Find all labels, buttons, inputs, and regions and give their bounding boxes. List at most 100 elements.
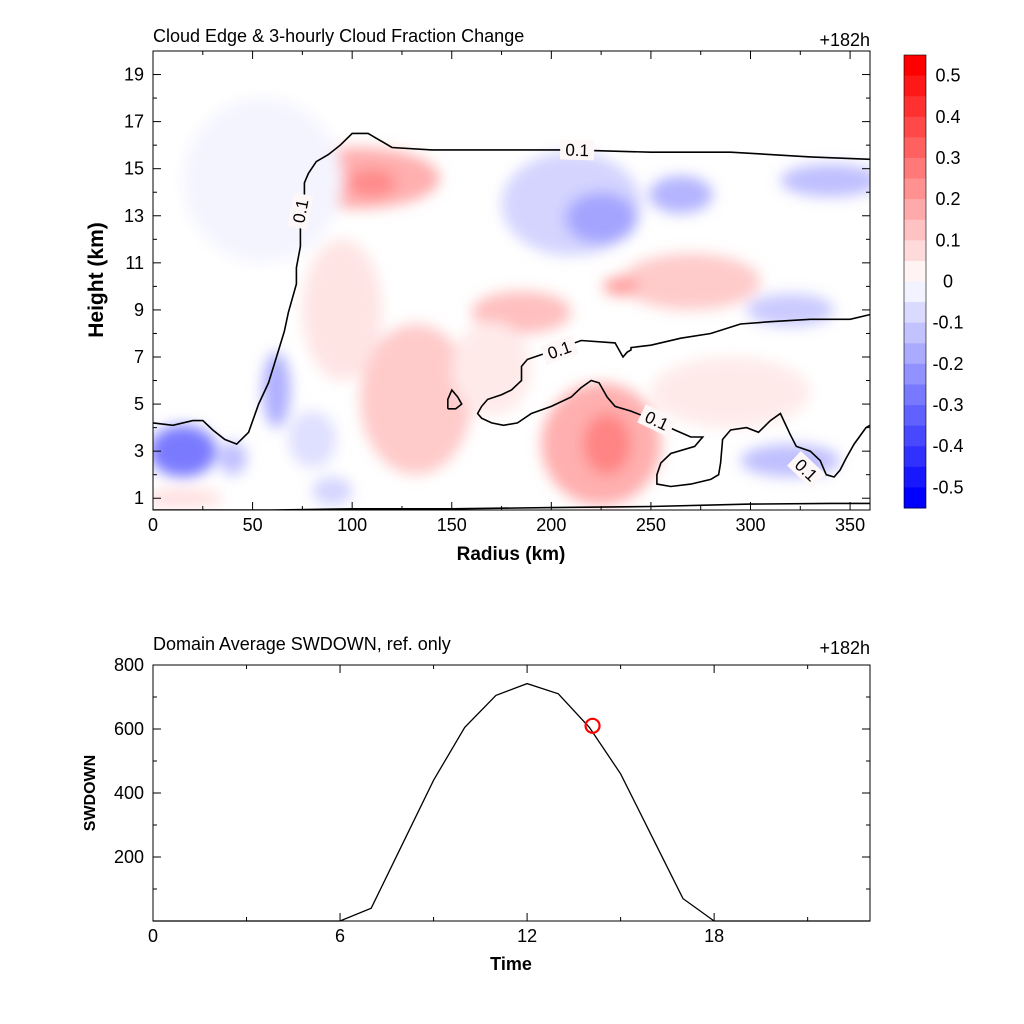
heat-region [621, 253, 761, 310]
colorbar-bin [904, 96, 926, 118]
heat-region [650, 357, 811, 428]
heat-region [302, 239, 383, 381]
contour-line [476, 313, 870, 488]
contour-label: 0.1 [565, 141, 589, 161]
bottom-x-axis-label: Time [490, 954, 532, 974]
colorbar-label: 0.3 [935, 148, 960, 168]
colorbar-label: -0.2 [932, 354, 963, 374]
x-tick-label: 0 [148, 926, 158, 946]
heat-region [565, 192, 637, 245]
colorbar-bin [904, 178, 926, 200]
heat-region [312, 477, 353, 506]
colorbar-label: -0.5 [932, 477, 963, 497]
colorbar-label: 0 [943, 272, 953, 292]
heat-region [648, 175, 713, 214]
heat-region [218, 441, 247, 475]
heat-region [288, 411, 337, 468]
x-tick-label: 0 [148, 515, 158, 535]
colorbar-bin [904, 240, 926, 262]
bottom-chart-time-label: +182h [819, 638, 870, 658]
colorbar-bin [904, 343, 926, 365]
cloud-fraction-chart: Cloud Edge & 3-hourly Cloud Fraction Cha… [85, 26, 964, 565]
heat-region [746, 293, 835, 327]
y-tick-label: 200 [114, 847, 144, 867]
x-tick-label: 350 [835, 515, 865, 535]
heat-region [583, 413, 631, 475]
colorbar-label: 0.5 [935, 66, 960, 86]
x-tick-label: 100 [337, 515, 367, 535]
y-tick-label: 9 [134, 300, 144, 320]
colorbar-bin [904, 281, 926, 303]
top-chart-time-label: +182h [819, 30, 870, 50]
colorbar-bin [904, 55, 926, 77]
heat-region [603, 276, 639, 296]
y-tick-label: 15 [124, 159, 144, 179]
y-tick-label: 600 [114, 719, 144, 739]
colorbar-label: -0.3 [932, 395, 963, 415]
top-x-axis-label: Radius (km) [457, 544, 566, 565]
colorbar-bin [904, 219, 926, 241]
heat-region [451, 321, 532, 416]
colorbar-label: -0.4 [932, 436, 963, 456]
colorbar-bin [904, 446, 926, 468]
y-tick-label: 17 [124, 112, 144, 132]
x-tick-label: 50 [243, 515, 263, 535]
top-plot-frame [152, 50, 871, 511]
colorbar-bin [904, 157, 926, 180]
heat-region [348, 168, 396, 197]
y-tick-label: 7 [134, 347, 144, 367]
heat-region [182, 98, 343, 263]
top-y-axis-label: Height (km) [85, 222, 108, 338]
colorbar-bin [904, 75, 926, 97]
contour-line [447, 388, 463, 410]
colorbar-bin [904, 260, 926, 282]
bottom-y-axis: 200 400 600 800 [114, 655, 870, 890]
colorbar-bin [904, 116, 926, 138]
colorbar-bin [904, 384, 926, 406]
heat-region [360, 324, 472, 475]
y-tick-label: 11 [125, 253, 144, 273]
x-tick-label: 6 [335, 926, 345, 946]
y-tick-label: 800 [114, 655, 144, 675]
bottom-plot-frame [152, 664, 871, 922]
current-time-marker [584, 717, 601, 734]
x-tick-label: 18 [704, 926, 724, 946]
y-tick-label: 3 [134, 441, 144, 461]
contour-label: 0.1 [289, 198, 312, 225]
colorbar-label: 0.2 [935, 189, 960, 209]
heat-region [780, 163, 870, 197]
colorbar-bin [904, 425, 926, 447]
heat-region [153, 488, 223, 508]
colorbar-bin [904, 302, 926, 324]
swdown-series-line [153, 682, 870, 922]
x-tick-label: 250 [636, 515, 666, 535]
y-tick-label: 5 [134, 394, 144, 414]
top-heat-regions [153, 51, 870, 510]
colorbar-label: 0.1 [935, 230, 960, 250]
heat-region [153, 425, 217, 478]
colorbar-bin [904, 466, 926, 488]
x-tick-label: 200 [536, 515, 566, 535]
heat-region [262, 352, 291, 428]
colorbar-bin [904, 363, 926, 385]
bottom-chart-title: Domain Average SWDOWN, ref. only [153, 634, 451, 654]
y-tick-label: 400 [114, 783, 144, 803]
colorbar: 0.5 0.4 0.3 0.2 0.1 0 -0.1 -0.2 -0.3 -0.4 -0.5 [903, 54, 964, 509]
bottom-y-axis-label: SWDOWN [82, 755, 99, 831]
x-tick-label: 12 [517, 926, 537, 946]
y-tick-label: 13 [124, 206, 144, 226]
colorbar-bin [904, 322, 926, 344]
colorbar-bin [904, 487, 926, 509]
colorbar-label: -0.1 [932, 313, 963, 333]
x-tick-label: 150 [437, 515, 467, 535]
colorbar-bin [904, 199, 926, 221]
swdown-chart: Domain Average SWDOWN, ref. only +182h 0… [82, 634, 871, 974]
bottom-x-axis: 0 6 12 18 [148, 665, 809, 946]
colorbar-label: 0.4 [935, 107, 960, 127]
colorbar-bin [904, 137, 926, 159]
top-x-axis: 0 50 100 150 200 250 300 350 [148, 51, 865, 535]
x-tick-label: 300 [735, 515, 765, 535]
colorbar-bin [904, 405, 926, 427]
